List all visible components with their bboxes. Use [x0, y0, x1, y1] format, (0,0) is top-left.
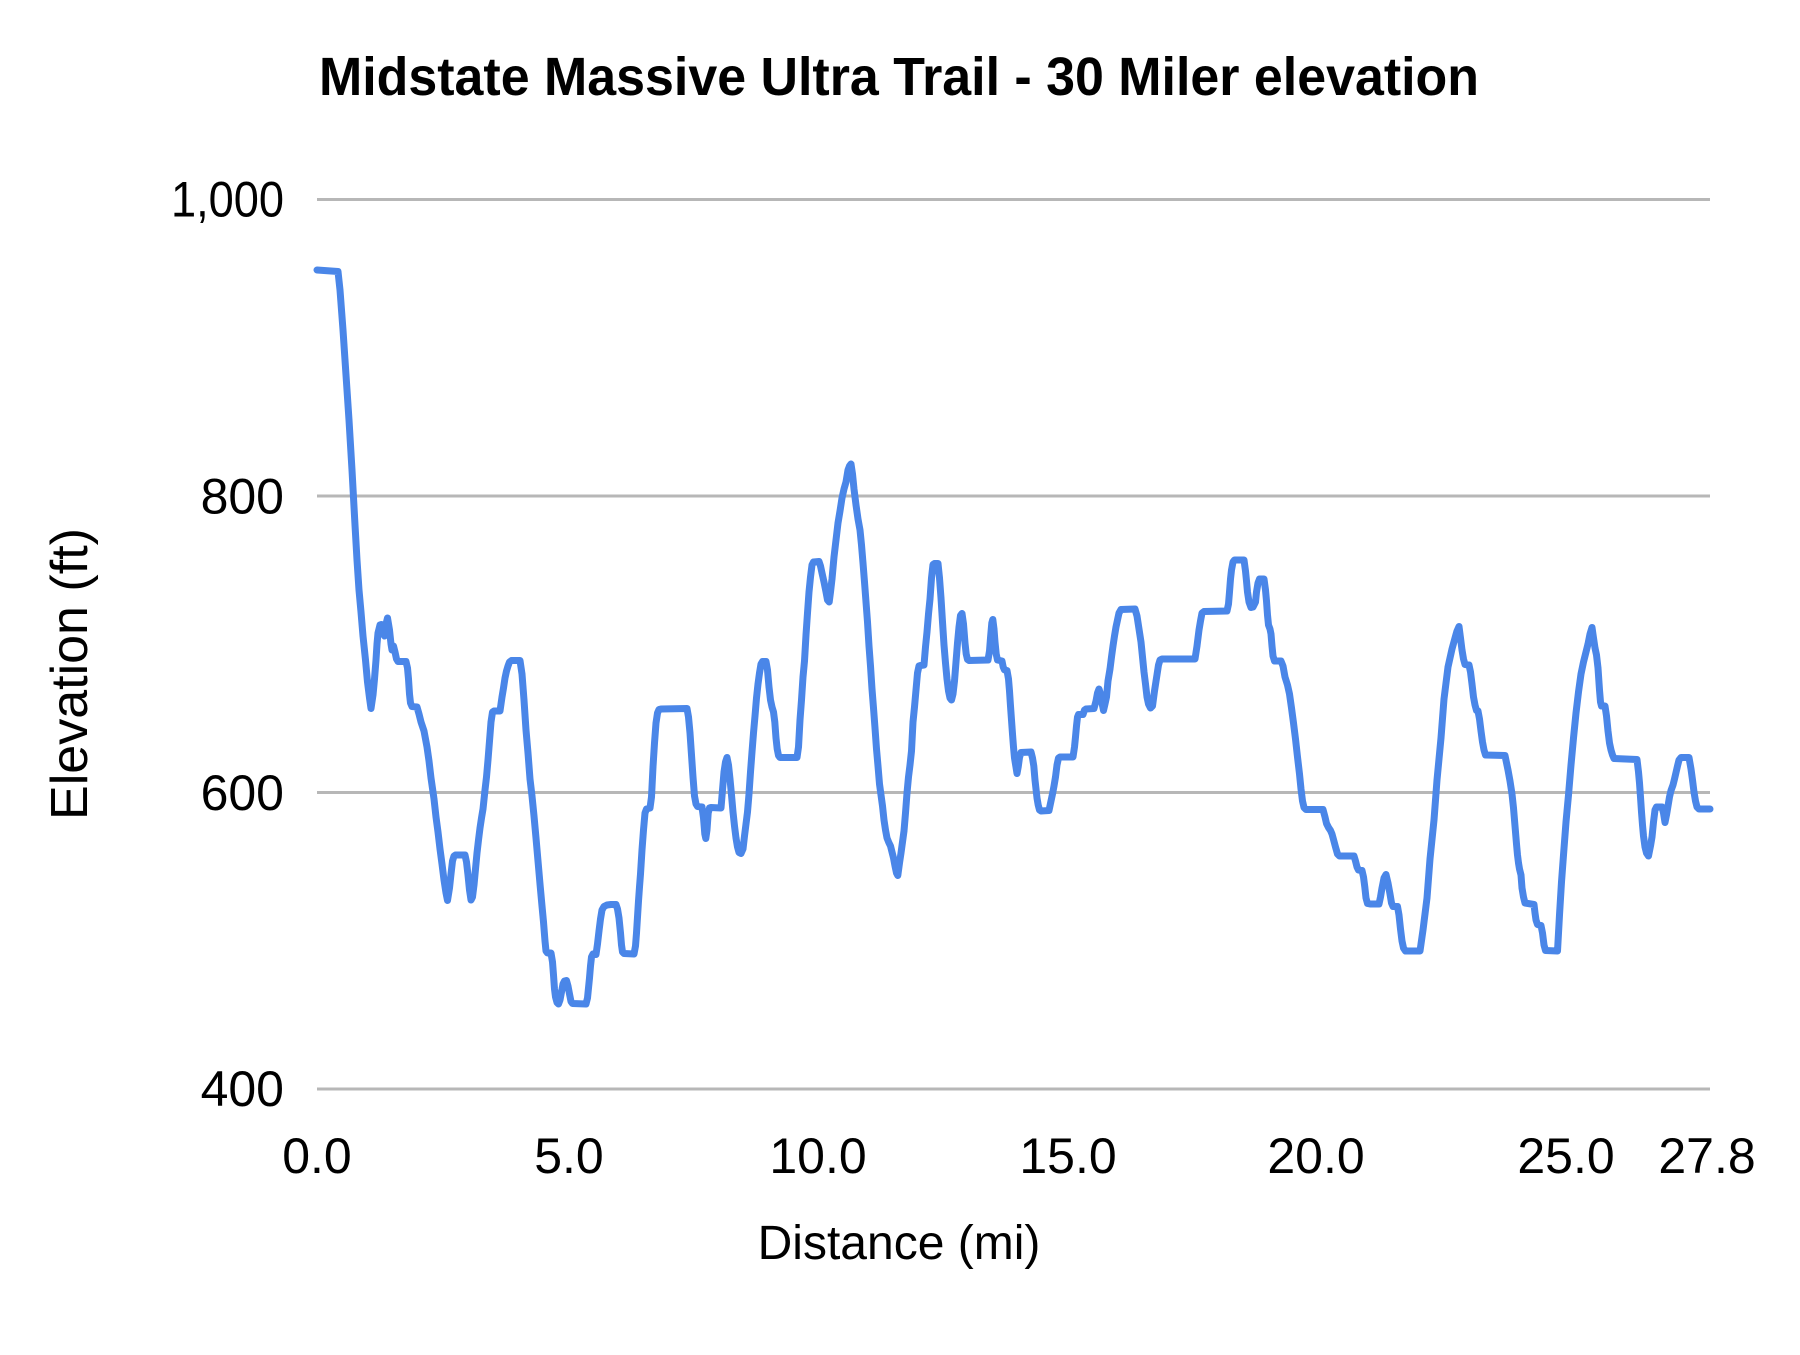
svg-text:25.0: 25.0: [1517, 1128, 1614, 1184]
svg-text:800: 800: [201, 469, 284, 525]
svg-text:1,000: 1,000: [171, 172, 284, 228]
svg-text:27.8: 27.8: [1658, 1128, 1755, 1184]
svg-text:600: 600: [201, 765, 284, 821]
svg-text:0.0: 0.0: [282, 1128, 352, 1184]
svg-text:Midstate Massive Ultra Trail -: Midstate Massive Ultra Trail - 30 Miler …: [319, 47, 1479, 107]
svg-text:10.0: 10.0: [769, 1128, 866, 1184]
svg-text:Elevation (ft): Elevation (ft): [41, 528, 99, 820]
svg-text:5.0: 5.0: [534, 1128, 604, 1184]
svg-text:20.0: 20.0: [1267, 1128, 1364, 1184]
svg-text:400: 400: [201, 1061, 284, 1117]
svg-text:15.0: 15.0: [1019, 1128, 1116, 1184]
svg-text:Distance (mi): Distance (mi): [758, 1217, 1041, 1270]
